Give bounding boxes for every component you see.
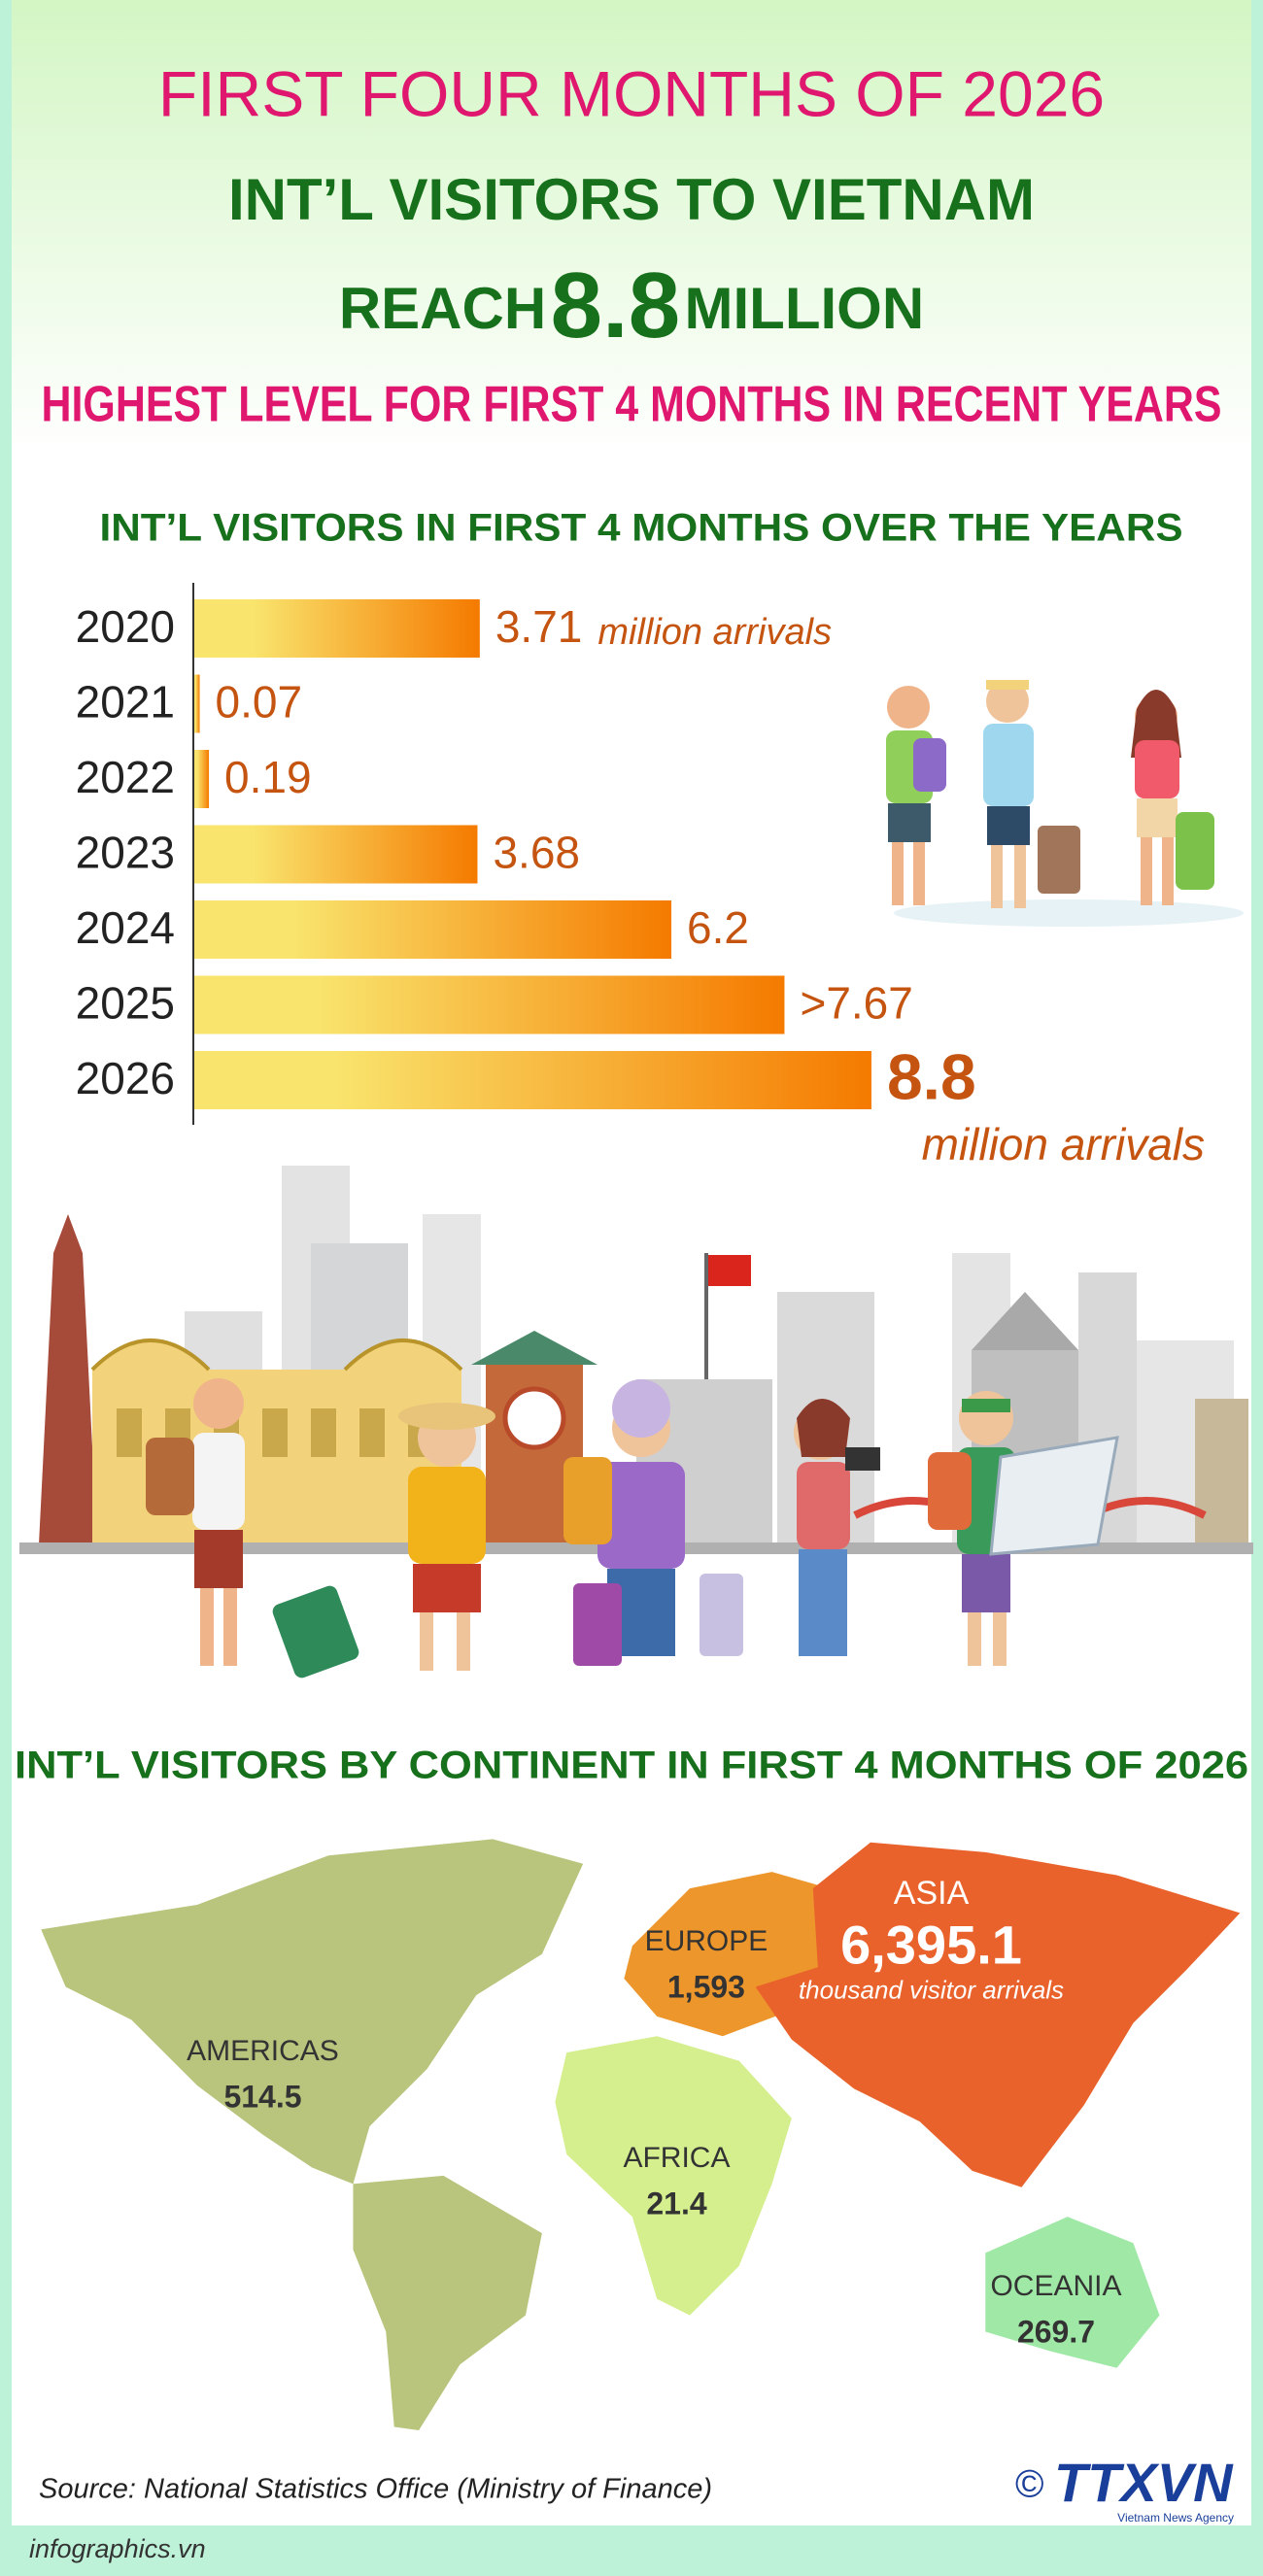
category-label: 2020 [76,601,175,652]
kicker: FIRST FOUR MONTHS OF 2026 [158,57,1105,129]
website: infographics.vn [29,2534,206,2563]
value-label: 3.68 [493,828,580,878]
continent-value: 1,593 [667,1969,745,2004]
continent-label: ASIA [894,1875,970,1912]
value-label: 8.8 [887,1040,976,1112]
footer-band [0,2525,1263,2576]
category-label: 2023 [76,828,175,878]
bar [194,825,478,884]
continent [41,1839,584,2430]
bar [194,599,480,658]
unit-label: thousand visitor arrivals [799,1976,1064,2005]
continent [755,1842,1241,2187]
continent [985,2217,1160,2368]
subhead: HIGHEST LEVEL FOR FIRST 4 MONTHS IN RECE… [42,377,1222,433]
figure-unit: MILLION [685,276,925,341]
headline: INT’L VISITORS TO VIETNAM [228,167,1035,232]
category-label: 2021 [76,677,175,728]
bar [194,900,672,959]
value-label: 6.2 [687,902,749,953]
continent-label: OCEANIA [990,2270,1121,2302]
bar [194,1051,871,1109]
continent-value: 514.5 [223,2080,301,2115]
source: Source: National Statistics Office (Mini… [39,2474,712,2505]
continent-value: 21.4 [646,2186,706,2220]
value-label: 0.07 [216,677,303,728]
category-label: 2022 [76,752,175,802]
continent-label: AMERICAS [187,2035,339,2067]
reach-line: REACH 8.8 MILLION [339,254,924,357]
bar [194,750,210,808]
annotation: million arrivals [597,612,832,653]
continent-label: EUROPE [645,1925,768,1957]
category-label: 2025 [76,978,175,1029]
continent-value: 269.7 [1017,2314,1095,2349]
logo-text: TTXVN [1054,2452,1234,2513]
map-title: INT’L VISITORS BY CONTINENT IN FIRST 4 M… [15,1745,1248,1787]
travelers-illustration [886,680,1244,927]
reach: REACH [339,276,546,341]
figure: 8.8 [551,254,680,357]
world-map [41,1839,1241,2430]
continent [555,2036,792,2316]
bar [194,975,785,1034]
value-label: 3.71 [495,601,583,652]
city-illustration [19,1166,1253,1678]
value-label: 0.19 [224,752,312,802]
category-label: 2024 [76,902,175,953]
continent-label: AFRICA [623,2142,730,2174]
logo-subtitle: Vietnam News Agency [1117,2511,1234,2525]
category-label: 2026 [76,1053,175,1103]
bar-chart-title: INT’L VISITORS IN FIRST 4 MONTHS OVER TH… [100,507,1183,550]
logo-mark: © [1015,2463,1043,2506]
value-label: >7.67 [800,978,912,1029]
bar [194,674,200,733]
continent-value: 6,395.1 [840,1915,1022,1976]
annotation: million arrivals [922,1119,1205,1169]
